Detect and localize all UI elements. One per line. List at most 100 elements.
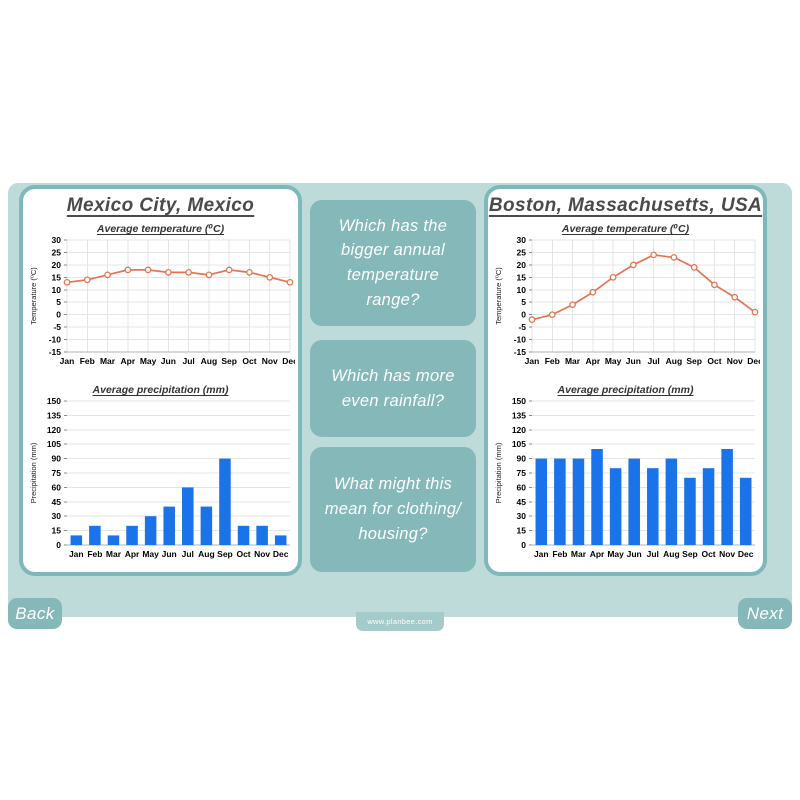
x-tick-label: Feb (87, 549, 102, 559)
data-point-Sep (225, 266, 233, 274)
data-point-Jan (528, 316, 535, 323)
bar-Mar (572, 458, 584, 545)
data-point-Mar (568, 301, 576, 309)
next-button[interactable]: Next (738, 598, 792, 629)
bar-Sep (683, 477, 696, 545)
bar-Apr (125, 525, 138, 545)
data-point-May (144, 266, 151, 274)
x-tick-label: Sep (221, 356, 237, 366)
data-point-Jul (184, 269, 192, 276)
y-tick-label: 135 (511, 410, 525, 420)
data-point-Aug (670, 254, 677, 261)
lesson-slide: Mexico City, Mexico Average temperature … (0, 175, 800, 631)
data-point-Apr (123, 266, 131, 274)
y-tick-label: -15 (513, 347, 526, 357)
y-tick-label: 5 (56, 297, 61, 307)
y-tick-label: 120 (511, 425, 525, 435)
temperature-chart-mexico: 30 25 20 15 10 5 0 -5 -10 -15 Jan Feb Mar Apr May Jun Ju… (23, 235, 298, 375)
x-tick-label: Jan (59, 356, 74, 366)
bar-Feb (553, 458, 566, 545)
bar-Oct (702, 468, 714, 545)
x-tick-label: Aug (665, 356, 682, 366)
y-tick-label: -10 (513, 335, 526, 345)
bar-Jul (646, 468, 659, 545)
y-tick-label: 15 (51, 272, 61, 282)
x-tick-label: Aug (198, 549, 215, 559)
y-tick-label: 105 (46, 439, 60, 449)
x-tick-label: Dec (737, 549, 753, 559)
x-tick-label: Jun (160, 356, 175, 366)
precipitation-chart-mexico: 150 135 120 105 90 75 60 45 30 15 0 Jan Feb Mar Apr May… (23, 396, 298, 566)
data-point-Dec (286, 278, 293, 286)
x-tick-label: Jul (647, 356, 659, 366)
x-tick-label: May (142, 549, 159, 559)
bar-Oct (237, 525, 249, 545)
y-tick-label: 20 (516, 260, 526, 270)
x-tick-label: Nov (254, 549, 270, 559)
x-tick-label: Mar (105, 549, 121, 559)
x-tick-label: Jun (625, 356, 640, 366)
y-tick-label: -5 (518, 322, 526, 332)
temperature-chart-boston: 30 25 20 15 10 5 0 -5 -10 -15 Jan Feb Mar Apr May Jun Ju… (488, 235, 763, 375)
data-point-Jul (649, 251, 657, 259)
panel-mexico-city: Mexico City, Mexico Average temperature … (19, 185, 302, 576)
x-tick-label: Jan (524, 356, 539, 366)
y-tick-label: 20 (51, 260, 61, 270)
x-tick-label: Jul (181, 549, 193, 559)
data-point-Oct (710, 281, 718, 289)
bar-Jan (70, 535, 82, 545)
x-tick-label: Feb (544, 356, 559, 366)
y-tick-label: 15 (516, 526, 526, 536)
x-tick-label: Oct (701, 549, 715, 559)
x-tick-label: Apr (124, 549, 139, 559)
x-tick-label: Dec (272, 549, 288, 559)
bar-Aug (200, 506, 212, 545)
data-point-Jun (629, 261, 637, 269)
bar-Apr (590, 449, 603, 545)
x-tick-label: Sep (686, 356, 702, 366)
temperature-chart-title-boston: Average temperature (⁰C) (561, 223, 690, 235)
precipitation-chart-boston: 150 135 120 105 90 75 60 45 30 15 0 Jan Feb Mar Apr May… (488, 396, 763, 566)
bar-Dec (274, 535, 286, 545)
back-button[interactable]: Back (8, 598, 62, 629)
x-tick-label: Apr (585, 356, 600, 366)
x-tick-label: Nov (726, 356, 742, 366)
y-tick-label: 30 (51, 511, 61, 521)
bar-Dec (739, 477, 751, 545)
bar-Mar (107, 535, 119, 545)
x-tick-label: Aug (200, 356, 217, 366)
bar-Aug (665, 458, 677, 545)
x-tick-label: Aug (663, 549, 680, 559)
y-axis-title: Temperature (⁰C) (29, 267, 38, 325)
data-point-Feb (548, 311, 556, 319)
y-tick-label: -15 (48, 347, 61, 357)
x-tick-label: Mar (564, 356, 580, 366)
data-point-Oct (245, 269, 253, 276)
panel-title-mexico: Mexico City, Mexico (66, 195, 255, 216)
y-tick-label: 150 (46, 396, 60, 406)
x-tick-label: Oct (707, 356, 721, 366)
data-point-Nov (730, 293, 738, 301)
bar-May (144, 516, 156, 545)
y-axis-title: Precipitation (mm) (494, 442, 503, 503)
data-point-Dec (751, 308, 758, 316)
data-point-Nov (265, 273, 273, 281)
y-tick-label: 45 (516, 497, 526, 507)
bar-Nov (720, 449, 733, 545)
data-point-May (609, 273, 616, 281)
y-tick-label: 120 (46, 425, 60, 435)
data-point-Aug (205, 271, 212, 279)
data-point-Mar (103, 271, 111, 279)
data-point-Jan (63, 278, 70, 286)
y-tick-label: 75 (51, 468, 61, 478)
x-tick-label: Jan (533, 549, 548, 559)
x-tick-label: Apr (589, 549, 604, 559)
y-tick-label: 45 (51, 497, 61, 507)
y-tick-label: 135 (46, 410, 60, 420)
y-tick-label: 30 (516, 235, 526, 245)
bar-Jan (535, 458, 547, 545)
